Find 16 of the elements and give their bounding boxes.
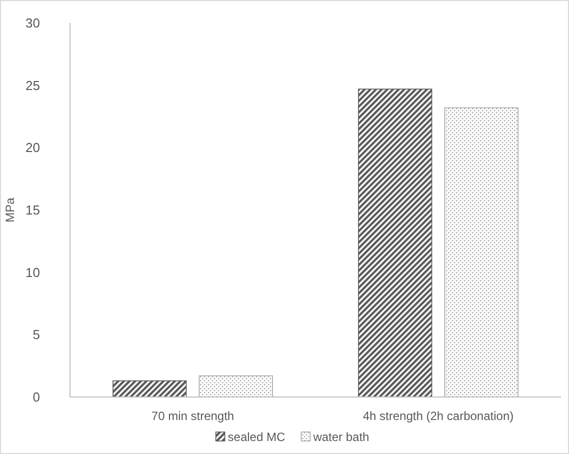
y-tick-label: 10 — [26, 264, 40, 280]
y-tick-label: 20 — [26, 140, 40, 156]
bar — [358, 88, 432, 398]
y-tick-label: 30 — [26, 16, 40, 31]
y-tick-label: 0 — [32, 390, 40, 405]
y-axis-title: MPa — [3, 197, 17, 222]
y-tick-label: 25 — [26, 78, 40, 93]
bar — [198, 375, 273, 398]
legend-label: sealed MC — [228, 430, 286, 444]
x-tick-label: 4h strength (2h carbonation) — [362, 409, 514, 423]
y-tick-label: 5 — [32, 327, 40, 342]
legend-label: water bath — [312, 430, 370, 444]
bar — [112, 380, 187, 398]
bar — [444, 107, 518, 398]
x-tick-label: 70 min strength — [151, 409, 234, 423]
y-tick-label: 15 — [26, 202, 40, 218]
